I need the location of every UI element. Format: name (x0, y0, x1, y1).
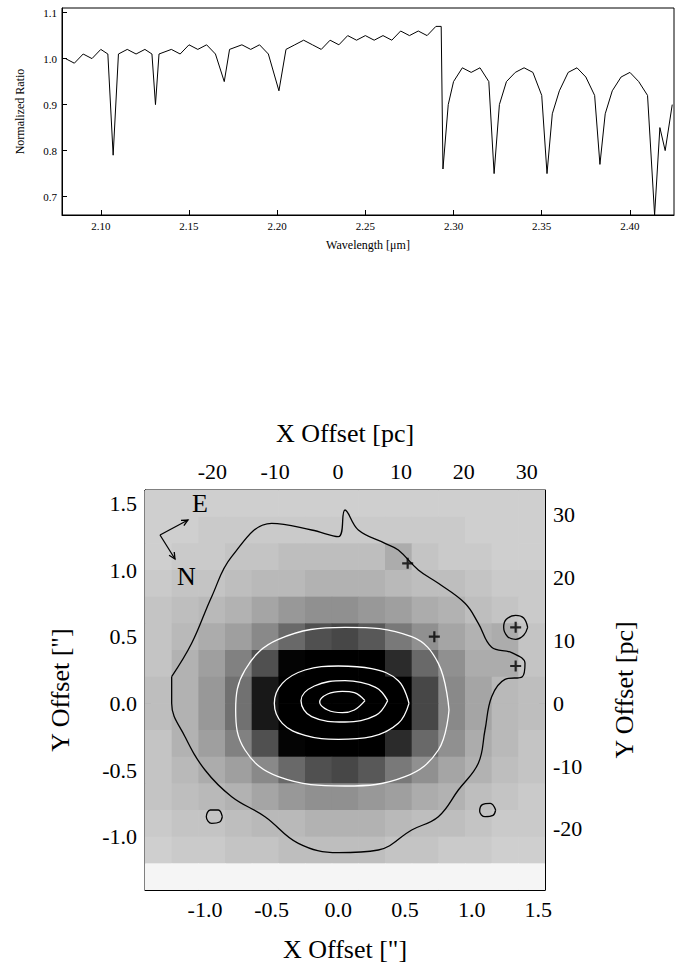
svg-text:Y Offset ["]: Y Offset ["] (46, 628, 75, 751)
svg-text:0.5: 0.5 (110, 624, 138, 649)
svg-text:0.7: 0.7 (43, 191, 57, 203)
svg-text:1.0: 1.0 (110, 558, 138, 583)
svg-text:-0.5: -0.5 (102, 758, 137, 783)
svg-text:0.9: 0.9 (43, 99, 57, 111)
svg-text:Wavelength [μm]: Wavelength [μm] (326, 238, 410, 252)
svg-text:-20: -20 (198, 459, 227, 484)
svg-text:E: E (192, 489, 208, 518)
svg-text:2.35: 2.35 (532, 220, 552, 232)
svg-text:-10: -10 (261, 459, 290, 484)
svg-text:2.25: 2.25 (356, 220, 376, 232)
svg-text:X Offset [pc]: X Offset [pc] (276, 419, 414, 448)
svg-text:30: 30 (516, 459, 538, 484)
svg-text:0.0: 0.0 (110, 691, 138, 716)
svg-text:N: N (177, 562, 196, 591)
svg-text:-1.0: -1.0 (188, 897, 223, 922)
svg-text:1.5: 1.5 (110, 491, 138, 516)
svg-text:2.10: 2.10 (91, 220, 111, 232)
svg-text:1.0: 1.0 (43, 53, 57, 65)
svg-text:30: 30 (553, 502, 575, 527)
svg-text:20: 20 (453, 459, 475, 484)
svg-text:2.20: 2.20 (268, 220, 288, 232)
svg-text:-10: -10 (553, 754, 582, 779)
svg-text:20: 20 (553, 565, 575, 590)
svg-text:1.5: 1.5 (525, 897, 553, 922)
svg-text:0.8: 0.8 (43, 145, 57, 157)
svg-text:-1.0: -1.0 (102, 824, 137, 849)
svg-text:-0.5: -0.5 (254, 897, 289, 922)
svg-text:Y Offset [pc]: Y Offset [pc] (610, 621, 639, 758)
svg-text:1.1: 1.1 (43, 7, 57, 19)
svg-text:10: 10 (553, 628, 575, 653)
svg-text:0: 0 (333, 459, 344, 484)
svg-text:0.0: 0.0 (325, 897, 353, 922)
svg-text:10: 10 (390, 459, 412, 484)
svg-text:0.5: 0.5 (391, 897, 419, 922)
svg-text:2.30: 2.30 (444, 220, 464, 232)
svg-text:1.0: 1.0 (458, 897, 486, 922)
svg-text:2.40: 2.40 (620, 220, 640, 232)
svg-text:X Offset ["]: X Offset ["] (283, 935, 407, 964)
svg-text:Normalized Ratio: Normalized Ratio (13, 69, 27, 155)
svg-text:0: 0 (553, 691, 564, 716)
svg-text:-20: -20 (553, 816, 582, 841)
svg-text:2.15: 2.15 (179, 220, 199, 232)
